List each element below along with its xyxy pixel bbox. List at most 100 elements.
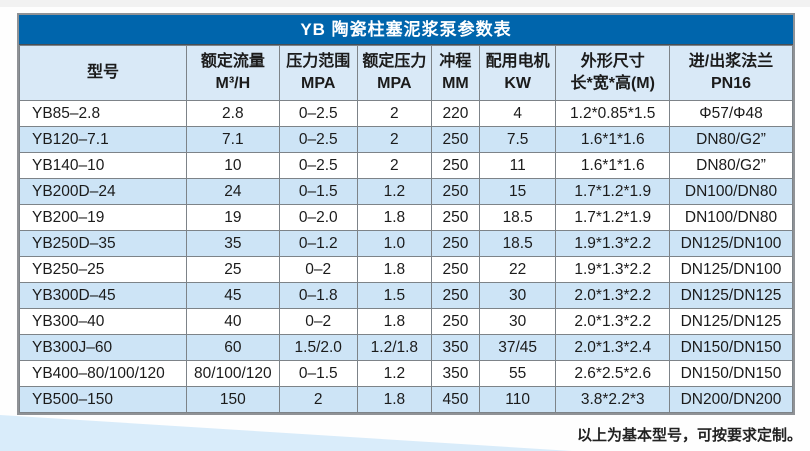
cell-flow: 150 <box>185 386 280 413</box>
cell-motor: 37/45 <box>478 334 557 361</box>
column-header-rated-pressure: 额定压力 MPA <box>356 45 432 101</box>
table-row: YB250D–35 35 0–1.2 1.0 250 18.5 1.9*1.3*… <box>19 230 793 257</box>
cell-rated-pressure: 1.8 <box>356 256 432 283</box>
cell-rated-pressure: 2 <box>356 152 432 179</box>
cell-flange: DN80/G2” <box>669 126 793 153</box>
cell-motor: 30 <box>478 308 557 335</box>
cell-rated-pressure: 1.0 <box>356 230 432 257</box>
cell-model: YB300D–45 <box>19 282 187 309</box>
cell-flow: 19 <box>185 204 280 231</box>
cell-motor: 4 <box>478 100 557 127</box>
cell-motor: 7.5 <box>478 126 557 153</box>
cell-motor: 22 <box>478 256 557 283</box>
table-row: YB120–7.1 7.1 0–2.5 2 250 7.5 1.6*1*1.6 … <box>19 126 793 153</box>
cell-dimensions: 1.6*1*1.6 <box>555 126 671 153</box>
cell-flange: DN150/DN150 <box>669 360 793 387</box>
top-strip-decoration <box>0 0 810 7</box>
table-row: YB200D–24 24 0–1.5 1.2 250 15 1.7*1.2*1.… <box>19 178 793 205</box>
cell-model: YB300–40 <box>19 308 187 335</box>
cell-dimensions: 1.6*1*1.6 <box>555 152 671 179</box>
cell-pressure-range: 0–2.5 <box>278 126 358 153</box>
column-header-rated-flow: 额定流量 M³/H <box>185 45 280 101</box>
cell-stroke: 450 <box>430 386 480 413</box>
cell-model: YB200D–24 <box>19 178 187 205</box>
cell-flow: 35 <box>185 230 280 257</box>
table-row: YB300J–60 60 1.5/2.0 1.2/1.8 350 37/45 2… <box>19 334 793 361</box>
cell-dimensions: 1.9*1.3*2.2 <box>555 230 671 257</box>
cell-stroke: 250 <box>430 308 480 335</box>
cell-pressure-range: 0–1.5 <box>278 178 358 205</box>
cell-stroke: 250 <box>430 152 480 179</box>
table-row: YB200–19 19 0–2.0 1.8 250 18.5 1.7*1.2*1… <box>19 204 793 231</box>
cell-pressure-range: 1.5/2.0 <box>278 334 358 361</box>
cell-pressure-range: 0–2.5 <box>278 100 358 127</box>
cell-flow: 7.1 <box>185 126 280 153</box>
cell-flow: 2.8 <box>185 100 280 127</box>
cell-motor: 55 <box>478 360 557 387</box>
cell-flange: DN80/G2” <box>669 152 793 179</box>
cell-flange: DN150/DN150 <box>669 334 793 361</box>
cell-dimensions: 2.6*2.5*2.6 <box>555 360 671 387</box>
cell-flow: 10 <box>185 152 280 179</box>
cell-pressure-range: 2 <box>278 386 358 413</box>
cell-model: YB85–2.8 <box>19 100 187 127</box>
cell-stroke: 350 <box>430 334 480 361</box>
cell-model: YB500–150 <box>19 386 187 413</box>
cell-dimensions: 2.0*1.3*2.2 <box>555 308 671 335</box>
table-row: YB300–40 40 0–2 1.8 250 30 2.0*1.3*2.2 D… <box>19 308 793 335</box>
cell-stroke: 250 <box>430 126 480 153</box>
cell-model: YB300J–60 <box>19 334 187 361</box>
cell-pressure-range: 0–1.5 <box>278 360 358 387</box>
cell-dimensions: 1.7*1.2*1.9 <box>555 178 671 205</box>
cell-model: YB400–80/100/120 <box>19 360 187 387</box>
cell-motor: 18.5 <box>478 204 557 231</box>
table-row: YB300D–45 45 0–1.8 1.5 250 30 2.0*1.3*2.… <box>19 282 793 309</box>
cell-motor: 110 <box>478 386 557 413</box>
cell-model: YB120–7.1 <box>19 126 187 153</box>
cell-model: YB200–19 <box>19 204 187 231</box>
cell-stroke: 250 <box>430 178 480 205</box>
cell-dimensions: 2.0*1.3*2.2 <box>555 282 671 309</box>
cell-pressure-range: 0–2.5 <box>278 152 358 179</box>
cell-flange: DN200/DN200 <box>669 386 793 413</box>
cell-model: YB140–10 <box>19 152 187 179</box>
cell-flow: 80/100/120 <box>185 360 280 387</box>
spec-table: 型号 额定流量 M³/H 压力范围 MPA 额定压力 MPA 冲程 MM 配用电… <box>19 45 793 413</box>
cell-pressure-range: 0–1.8 <box>278 282 358 309</box>
column-header-motor-power: 配用电机 KW <box>478 45 557 101</box>
table-row: YB400–80/100/120 80/100/120 0–1.5 1.2 35… <box>19 360 793 387</box>
cell-flow: 40 <box>185 308 280 335</box>
cell-stroke: 250 <box>430 230 480 257</box>
cell-model: YB250–25 <box>19 256 187 283</box>
table-row: YB85–2.8 2.8 0–2.5 2 220 4 1.2*0.85*1.5 … <box>19 100 793 127</box>
table-title: YB 陶瓷柱塞泥浆泵参数表 <box>19 15 793 45</box>
cell-flange: DN125/DN100 <box>669 256 793 283</box>
cell-motor: 15 <box>478 178 557 205</box>
cell-dimensions: 1.7*1.2*1.9 <box>555 204 671 231</box>
cell-rated-pressure: 1.8 <box>356 308 432 335</box>
cell-flange: DN125/DN125 <box>669 308 793 335</box>
cell-stroke: 220 <box>430 100 480 127</box>
cell-rated-pressure: 2 <box>356 126 432 153</box>
cell-dimensions: 2.0*1.3*2.4 <box>555 334 671 361</box>
cell-flange: Φ57/Φ48 <box>669 100 793 127</box>
column-header-dimensions: 外形尺寸 长*宽*高(M) <box>555 45 671 101</box>
column-header-stroke: 冲程 MM <box>430 45 480 101</box>
column-header-pressure-range: 压力范围 MPA <box>278 45 358 101</box>
cell-flange: DN125/DN100 <box>669 230 793 257</box>
table-row: YB500–150 150 2 1.8 450 110 3.8*2.2*3 DN… <box>19 386 793 413</box>
table-header-row: 型号 额定流量 M³/H 压力范围 MPA 额定压力 MPA 冲程 MM 配用电… <box>19 45 793 101</box>
cell-pressure-range: 0–2.0 <box>278 204 358 231</box>
cell-rated-pressure: 1.2 <box>356 360 432 387</box>
cell-rated-pressure: 1.5 <box>356 282 432 309</box>
cell-pressure-range: 0–2 <box>278 256 358 283</box>
cell-stroke: 250 <box>430 282 480 309</box>
cell-flow: 45 <box>185 282 280 309</box>
corner-triangle-decoration <box>0 415 572 451</box>
cell-dimensions: 1.2*0.85*1.5 <box>555 100 671 127</box>
cell-rated-pressure: 1.8 <box>356 386 432 413</box>
cell-motor: 18.5 <box>478 230 557 257</box>
cell-flow: 24 <box>185 178 280 205</box>
cell-stroke: 250 <box>430 256 480 283</box>
